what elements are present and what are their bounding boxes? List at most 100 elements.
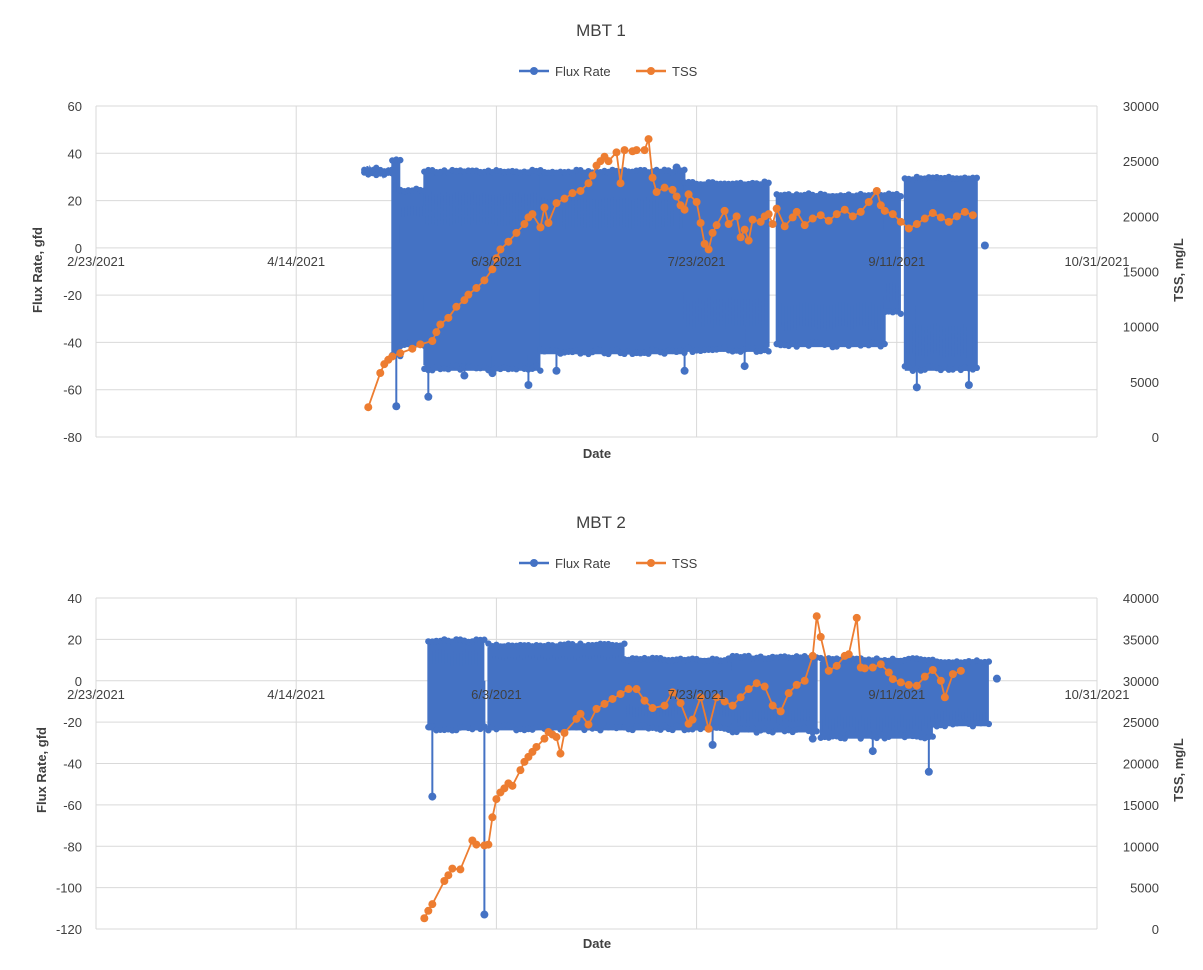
- y-tick-label: 20: [68, 632, 82, 647]
- flux-point: [841, 735, 848, 742]
- tss-point: [704, 724, 713, 733]
- y-tick-label: 0: [75, 241, 82, 256]
- flux-line: [423, 169, 540, 371]
- tss-point: [788, 213, 797, 222]
- tss-point: [452, 302, 461, 311]
- flux-point: [897, 193, 904, 200]
- x-tick-label: 6/3/2021: [471, 687, 522, 702]
- tss-point: [792, 207, 801, 216]
- flux-point: [929, 733, 936, 740]
- y2-tick-label: 20000: [1123, 209, 1159, 224]
- flux-point: [428, 792, 437, 801]
- tss-point: [748, 215, 757, 224]
- y-tick-label: 40: [68, 591, 82, 606]
- tss-point: [488, 813, 497, 822]
- tss-point: [432, 328, 441, 337]
- tss-point: [660, 701, 669, 710]
- tss-point: [896, 217, 905, 226]
- flux-point: [973, 174, 981, 182]
- y-tick-label: -40: [63, 335, 82, 350]
- legend-tss-marker: [647, 67, 655, 75]
- y2-tick-label: 30000: [1123, 99, 1159, 114]
- tss-point: [956, 666, 965, 675]
- flux-line: [683, 181, 770, 352]
- tss-point: [668, 185, 677, 194]
- tss-series: [364, 135, 977, 412]
- tss-point: [504, 237, 513, 246]
- tss-point: [832, 210, 841, 219]
- y-tick-labels: 40 20 0 -20 -40 -60 -80 -100 -120: [56, 591, 82, 937]
- y-tick-label: -120: [56, 922, 82, 937]
- tss-point: [700, 239, 709, 248]
- tss-point: [808, 651, 817, 660]
- tss-point: [848, 212, 857, 221]
- flux-point: [985, 720, 993, 728]
- tss-point: [920, 672, 929, 681]
- tss-point: [492, 254, 501, 263]
- tss-point: [692, 197, 701, 206]
- tss-point: [408, 344, 417, 353]
- tss-point: [936, 676, 945, 685]
- y-tick-label: -60: [63, 383, 82, 398]
- x-tick-label: 2/23/2021: [67, 687, 125, 702]
- legend-flux-marker: [530, 67, 538, 75]
- tss-point: [888, 210, 897, 219]
- flux-line: [399, 189, 426, 348]
- tss-point: [652, 188, 661, 197]
- tss-point: [560, 728, 569, 737]
- tss-point: [648, 173, 657, 182]
- flux-point: [552, 366, 561, 375]
- tss-point: [896, 678, 905, 687]
- chart-mbt1: MBT 1 Flux Rate TSS 2/23/2021 4/14/2021 6/…: [30, 21, 1186, 461]
- y2-tick-label: 5000: [1130, 881, 1159, 896]
- tss-point: [688, 715, 697, 724]
- y2-tick-label: 30000: [1123, 674, 1159, 689]
- tss-point: [768, 220, 777, 229]
- flux-point: [488, 369, 497, 378]
- legend: Flux Rate TSS: [519, 556, 698, 571]
- tss-point: [592, 704, 601, 713]
- tss-point: [888, 675, 897, 684]
- flux-point: [597, 727, 604, 734]
- tss-point: [516, 766, 525, 775]
- tss-point: [736, 233, 745, 242]
- y2-tick-label: 25000: [1123, 154, 1159, 169]
- tss-point: [740, 225, 749, 234]
- flux-point: [740, 362, 749, 371]
- tss-point: [808, 214, 817, 223]
- y-tick-label: 60: [68, 99, 82, 114]
- flux-point: [749, 725, 756, 732]
- tss-point: [736, 693, 745, 702]
- tss-point: [764, 210, 773, 219]
- tss-point: [904, 680, 913, 689]
- y-tick-label: -40: [63, 757, 82, 772]
- tss-point: [784, 689, 793, 698]
- flux-point: [868, 747, 877, 756]
- y2-tick-label: 25000: [1123, 715, 1159, 730]
- tss-point: [856, 207, 865, 216]
- tss-point: [540, 734, 549, 743]
- tss-point: [492, 795, 501, 804]
- x-tick-label: 7/23/2021: [668, 687, 726, 702]
- y2-tick-label: 0: [1152, 430, 1159, 445]
- y2-tick-label: 40000: [1123, 591, 1159, 606]
- tss-point: [800, 221, 809, 230]
- x-tick-labels: 2/23/2021 4/14/2021 6/3/2021 7/23/2021 9/11/…: [67, 687, 1129, 702]
- tss-point: [824, 216, 833, 225]
- flux-line: [487, 643, 625, 731]
- y2-tick-label: 10000: [1123, 320, 1159, 335]
- tss-point: [960, 207, 969, 216]
- y-axis-title: Flux Rate, gfd: [30, 227, 45, 313]
- flux-point: [905, 363, 913, 371]
- x-axis-title: Date: [583, 446, 611, 461]
- tss-point: [604, 157, 613, 166]
- y2-tick-label: 0: [1152, 922, 1159, 937]
- flux-point: [605, 350, 612, 358]
- flux-point: [621, 640, 628, 647]
- y2-tick-label: 5000: [1130, 375, 1159, 390]
- y-tick-label: -60: [63, 798, 82, 813]
- flux-point: [397, 156, 404, 164]
- tss-point: [632, 146, 641, 155]
- y2-tick-label: 20000: [1123, 757, 1159, 772]
- tss-point: [456, 865, 465, 874]
